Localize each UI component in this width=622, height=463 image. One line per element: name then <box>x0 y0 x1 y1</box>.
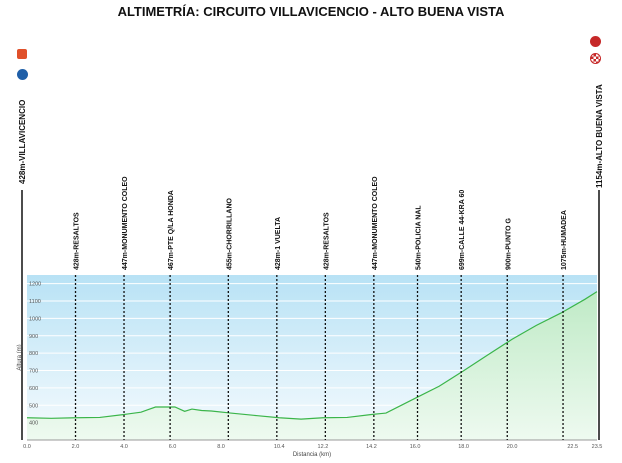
waypoint-markers: 428m-RESALTOS 447m-MONUMENTO COLEO 467m-PT… <box>18 84 604 440</box>
x-tick-label: 6.0 <box>169 444 177 450</box>
waypoint-label: 900m-PUNTO G <box>505 217 512 270</box>
x-tick-label: 22.5 <box>567 444 578 450</box>
waypoint-label: 428m-1 VUELTA <box>275 217 282 270</box>
waypoint-label: 428m-RESALTOS <box>323 212 330 270</box>
x-tick-label: 16.0 <box>410 444 421 450</box>
y-tick-label: 800 <box>29 351 38 357</box>
waypoint-label: 428m-RESALTOS <box>74 212 81 270</box>
x-tick-label: 2.0 <box>72 444 80 450</box>
waypoint-label: 540m-POLICIA NAL <box>416 205 423 270</box>
waypoint-label: 1075m-HUMADEA <box>561 210 568 270</box>
waypoint-label: 447m-MONUMENTO COLEO <box>372 176 379 270</box>
checkered-flag-icon[interactable] <box>590 53 601 64</box>
y-tick-label: 1100 <box>29 299 41 305</box>
play-icon[interactable] <box>17 69 28 80</box>
x-tick-label: 12.2 <box>318 444 329 450</box>
elevation-line <box>26 291 598 420</box>
elevation-area <box>27 291 597 440</box>
waypoint-label: 467m-PTE Q/LA HONDA <box>168 190 175 270</box>
y-tick-label: 1200 <box>29 282 41 288</box>
chart-title: ALTIMETRÍA: CIRCUITO VILLAVICENCIO - ALT… <box>117 4 505 19</box>
endpoint-label: 428m-VILLAVICENCIO <box>18 100 27 184</box>
x-tick-label: 14.2 <box>366 444 377 450</box>
x-axis-label: Distancia (km) <box>293 452 331 458</box>
axis-ticks: 400 500 600 700 800 900 1000 1100 1200 0.0 2.0 4.0 6… <box>23 282 602 450</box>
x-tick-label: 4.0 <box>120 444 128 450</box>
y-tick-label: 400 <box>29 421 38 427</box>
waypoint-label: 455m-CHORRILLANO <box>226 197 233 270</box>
x-tick-label: 23.5 <box>592 444 603 450</box>
x-tick-label: 18.0 <box>458 444 469 450</box>
x-tick-label: 8.0 <box>217 444 225 450</box>
route-start-icon[interactable] <box>17 49 27 59</box>
y-tick-label: 1000 <box>29 316 41 322</box>
y-axis-label: Altura (m) <box>17 344 23 370</box>
y-tick-label: 900 <box>29 334 38 340</box>
y-tick-label: 700 <box>29 369 38 375</box>
y-tick-label: 500 <box>29 403 38 409</box>
y-tick-label: 600 <box>29 386 38 392</box>
waypoint-label: 699m-CALLE 44-KRA 60 <box>459 190 466 270</box>
x-tick-label: 20.0 <box>507 444 518 450</box>
stop-icon[interactable] <box>590 36 601 47</box>
waypoint-label: 447m-MONUMENTO COLEO <box>122 176 129 270</box>
x-tick-label: 0.0 <box>23 444 31 450</box>
x-tick-label: 10.4 <box>274 444 285 450</box>
endpoint-label: 1154m-ALTO BUENA VISTA <box>595 84 604 188</box>
